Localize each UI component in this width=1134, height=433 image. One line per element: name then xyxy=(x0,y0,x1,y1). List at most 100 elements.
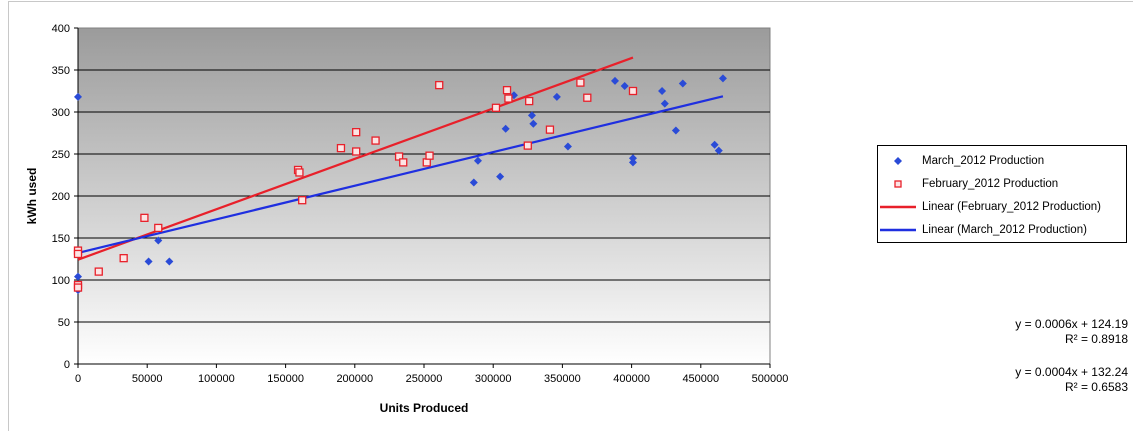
y-axis-title: kWh used xyxy=(25,168,39,225)
x-tick-label: 500000 xyxy=(752,373,789,385)
february-data-point xyxy=(491,103,501,112)
february-data-point xyxy=(298,196,307,205)
february-data-point xyxy=(140,213,149,222)
february-data-point xyxy=(295,168,304,177)
february-data-point xyxy=(628,86,638,96)
february-data-point xyxy=(352,128,361,137)
february-data-point xyxy=(336,143,346,153)
x-tick-label: 50000 xyxy=(132,373,163,385)
march-data-point xyxy=(671,126,680,135)
march-data-point xyxy=(718,74,727,83)
march-data-point xyxy=(473,156,482,165)
march-data-point xyxy=(660,99,669,108)
chart-frame xyxy=(8,1,1133,431)
february-data-point xyxy=(576,78,585,87)
chart-legend: March_2012 Production February_2012 Prod… xyxy=(877,145,1127,243)
legend-label-linear-february: Linear (February_2012 Production) xyxy=(922,201,1101,213)
axes xyxy=(74,27,771,368)
legend-label-march: March_2012 Production xyxy=(922,155,1045,167)
march-data-point xyxy=(529,119,538,128)
march-data-point xyxy=(74,272,82,281)
y-tick-label: 100 xyxy=(52,275,70,287)
february-data-point xyxy=(502,86,512,95)
march-data-point xyxy=(714,146,723,155)
trendline-march xyxy=(77,95,724,254)
trendlines xyxy=(77,56,724,261)
blue-line-icon xyxy=(878,221,918,239)
trendline-february xyxy=(77,56,634,261)
square-marker-icon xyxy=(878,175,918,193)
march-data-point xyxy=(74,92,82,101)
february-data-point xyxy=(545,125,555,134)
february-data-point xyxy=(399,158,408,167)
march-data-point xyxy=(628,154,637,163)
march-data-point xyxy=(165,257,174,266)
legend-item-february: February_2012 Production xyxy=(878,175,1058,193)
february-data-point xyxy=(523,141,532,150)
march-data-point xyxy=(620,81,629,90)
february-data-point xyxy=(154,223,163,233)
x-tick-label: 300000 xyxy=(475,373,512,385)
y-tick-label: 300 xyxy=(52,107,70,119)
march-data-point xyxy=(610,76,619,85)
march-data-point xyxy=(509,91,518,100)
march-data-point xyxy=(552,92,561,101)
march-data-point xyxy=(527,111,536,120)
x-tick-label: 100000 xyxy=(198,373,235,385)
february-data-point xyxy=(371,136,380,145)
y-tick-label: 250 xyxy=(52,149,70,161)
february-data-point xyxy=(422,158,431,167)
y-tick-label: 350 xyxy=(52,65,70,77)
february-data-point xyxy=(73,249,83,259)
february-data-point xyxy=(425,151,434,160)
legend-label-february: February_2012 Production xyxy=(922,178,1059,190)
y-tick-label: 200 xyxy=(52,191,70,203)
x-tick-label: 350000 xyxy=(544,373,581,385)
y-tick-label: 50 xyxy=(58,317,70,329)
march-data-point xyxy=(496,172,505,181)
march-data-point xyxy=(144,257,153,266)
february-data-point xyxy=(435,80,444,90)
x-axis-title: Units Produced xyxy=(380,401,469,415)
y-tick-label: 0 xyxy=(64,359,70,371)
x-tick-label: 250000 xyxy=(406,373,443,385)
february-data-point xyxy=(352,147,361,156)
x-tick-label: 150000 xyxy=(267,373,304,385)
x-tick-label: 450000 xyxy=(682,373,719,385)
march-data-point xyxy=(678,79,687,88)
diamond-marker-icon xyxy=(878,152,918,170)
february-data-point xyxy=(394,152,404,161)
february-data-point xyxy=(525,96,534,106)
data-points xyxy=(73,74,727,295)
feb-trend-equation: y = 0.0006x + 124.19 xyxy=(1015,317,1128,331)
march-data-point xyxy=(628,158,637,167)
march-data-point xyxy=(658,87,667,95)
february-data-point xyxy=(504,94,513,103)
february-data-point xyxy=(94,267,103,276)
x-tick-label: 200000 xyxy=(336,373,373,385)
legend-label-linear-march: Linear (March_2012 Production) xyxy=(922,224,1087,236)
feb-trend-r2: R² = 0.8918 xyxy=(1064,332,1128,346)
y-tick-label: 400 xyxy=(52,23,70,35)
legend-item-linear-march: Linear (March_2012 Production) xyxy=(878,221,1087,239)
red-line-icon xyxy=(878,198,918,216)
march-data-point xyxy=(563,142,572,151)
february-data-point xyxy=(119,254,128,263)
legend-item-march: March_2012 Production xyxy=(878,152,1044,170)
march-data-point xyxy=(154,236,163,245)
x-tick-label: 400000 xyxy=(613,373,650,385)
march-data-point xyxy=(469,178,478,187)
march-data-point xyxy=(710,140,719,149)
february-data-point xyxy=(73,283,83,292)
mar-trend-equation: y = 0.0004x + 132.24 xyxy=(1015,365,1128,379)
y-tick-label: 150 xyxy=(52,233,70,245)
x-tick-labels: 0 50000 100000 150000 200000 250000 300000 3500… xyxy=(75,373,788,385)
march-data-point xyxy=(501,124,510,133)
mar-trend-r2: R² = 0.6583 xyxy=(1064,380,1128,394)
february-data-point xyxy=(583,93,592,102)
gridlines xyxy=(78,69,770,323)
x-tick-label: 0 xyxy=(75,373,81,385)
y-tick-labels: 0 50 100 150 200 250 300 350 400 xyxy=(52,23,70,371)
legend-item-linear-february: Linear (February_2012 Production) xyxy=(878,198,1101,216)
